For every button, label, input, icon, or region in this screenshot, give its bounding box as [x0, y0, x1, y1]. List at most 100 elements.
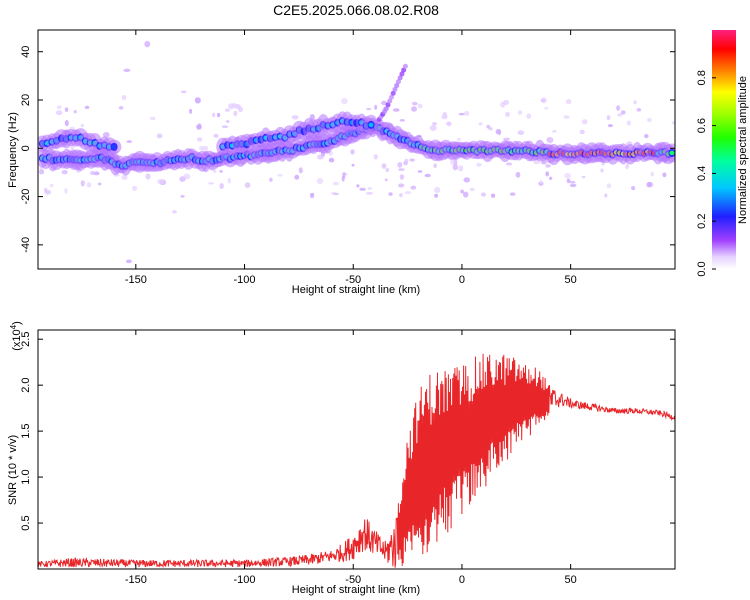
spectrogram-speck [269, 177, 273, 182]
y-tick-label: -40 [20, 237, 32, 253]
spectrogram-speck [606, 183, 612, 189]
spectrogram-speck [55, 110, 63, 116]
spectrogram-speck [298, 167, 303, 174]
spectrogram-speck [581, 119, 588, 125]
colorbar-tick-label: 0.2 [696, 214, 708, 229]
spectrogram-speck [399, 193, 403, 198]
spectrogram-speck [432, 122, 438, 126]
spectrogram-speck [469, 187, 475, 192]
spectrogram-speck [647, 117, 652, 123]
spectrogram-speck [373, 154, 378, 160]
colorbar-tick-label: 0.4 [696, 166, 708, 181]
spectrogram-speck [545, 164, 552, 168]
spectrogram-y-label: Frequency (Hz) [7, 112, 19, 188]
spectrogram-peak [368, 122, 374, 128]
spectrogram-speck [213, 133, 219, 138]
spectrogram-speck [607, 124, 613, 128]
spectrogram-speck [219, 169, 223, 173]
spectrogram-speck [505, 162, 513, 166]
spectrogram-speck [121, 174, 128, 180]
spectrogram-speck [526, 113, 532, 119]
spectrogram-speck [179, 176, 186, 182]
spectrogram-speck [328, 157, 335, 163]
snr-frame [37, 329, 676, 570]
y-tick-label: -20 [20, 189, 32, 205]
spectrogram-speck [126, 140, 133, 143]
spectrogram-speck [417, 170, 423, 173]
spectrogram-speck [356, 184, 360, 188]
spectrogram-speck [221, 125, 229, 129]
colorbar-ticks: 0.0 0.2 0.4 0.6 0.8 [696, 70, 716, 277]
spectrogram-speck [631, 186, 636, 191]
spectrogram-speck [478, 121, 483, 126]
spectrogram-speck [458, 112, 465, 116]
spectrogram-speck [600, 168, 604, 173]
spectrogram-speck [409, 158, 416, 162]
spectrogram-speck [564, 172, 571, 179]
spectrogram-x-label: Height of straight line (km) [292, 284, 420, 296]
spectrogram-speck [579, 129, 585, 135]
spectrogram-speck [565, 99, 572, 105]
spectrogram-speck [410, 185, 417, 190]
spectrogram-speck [460, 189, 465, 194]
spectrogram-speck [424, 173, 431, 178]
y-tick-label: 20 [20, 94, 32, 106]
spectrogram-speck [125, 259, 132, 264]
spectrogram-speck [625, 163, 629, 170]
spectrogram-speck [505, 111, 511, 117]
spectrogram-speck [404, 158, 409, 164]
spectrogram-heatmap [38, 40, 675, 264]
spectrogram-speck [450, 159, 454, 166]
spectrogram-speck [392, 108, 400, 112]
spectrogram-y-ticks: -40 -20 0 20 40 [20, 46, 675, 253]
spectrogram-speck [476, 162, 482, 167]
chart-title: C2E5.2025.066.08.02.R08 [273, 2, 439, 18]
spectrogram-speck [333, 192, 340, 196]
spectrogram-speck [350, 149, 355, 155]
spectrogram-speck [216, 112, 221, 118]
spectrogram-speck [64, 107, 69, 112]
spectrogram-speck [80, 123, 85, 128]
spectrogram-speck [404, 191, 412, 195]
y-tick-label: 1.0 [20, 469, 32, 484]
spectrogram-speck [277, 173, 283, 177]
spectrogram-speck [80, 180, 85, 187]
spectrogram-speck [569, 183, 577, 188]
spectrogram-speck [563, 115, 570, 119]
spectrogram-speck [211, 112, 216, 118]
spectrogram-speck [388, 192, 393, 196]
spectrogram-speck [616, 105, 621, 111]
spectrogram-speck [189, 108, 193, 114]
spectrogram-speck [332, 181, 340, 186]
spectrogram-speck [374, 104, 378, 110]
spectrogram-speck [662, 172, 667, 178]
colorbar-tick-label: 0.0 [696, 261, 708, 276]
spectrogram-speck [102, 131, 110, 138]
spectrogram-peak [111, 144, 117, 150]
spectrogram-speck [497, 130, 502, 136]
spectrogram-speck [399, 174, 405, 180]
spectrogram-speck [145, 173, 151, 180]
spectrogram-frame [37, 29, 676, 270]
colorbar-tick-label: 0.8 [696, 70, 708, 85]
spectrogram-speck [196, 137, 203, 142]
spectrogram-speck [84, 105, 90, 109]
spectrogram-speck [172, 210, 177, 214]
spectrogram-speck [411, 101, 418, 106]
spectrogram-speck [486, 124, 491, 129]
spectrogram-speck [566, 178, 571, 184]
spectrogram-speck [384, 178, 388, 182]
spectrogram-speck [196, 124, 202, 130]
spectrogram-spur [389, 94, 395, 100]
spectrogram-spur [392, 86, 398, 92]
spectrogram-speck [533, 160, 541, 165]
spectrogram-speck [359, 187, 366, 191]
spectrogram-speck [365, 192, 372, 195]
spectrogram-speck [381, 100, 387, 106]
spectrogram-spur [385, 102, 391, 108]
spectrogram-speck [317, 154, 324, 160]
spectrogram-speck [64, 188, 68, 194]
spectrogram-speck [203, 145, 209, 151]
spectrogram-speck [291, 115, 299, 120]
spectrogram-speck [462, 191, 469, 198]
